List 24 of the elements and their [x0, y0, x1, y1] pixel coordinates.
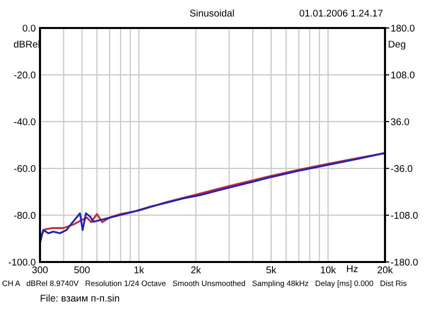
x-axis-title: Hz [347, 265, 358, 272]
chart-title: Sinusoidal [190, 9, 234, 17]
x-tick-label: 500 [74, 266, 90, 274]
y2-tick-label: -36.0 [390, 165, 412, 172]
y2-axis-title: Deg [388, 40, 406, 50]
x-tick-label: 2k [191, 266, 201, 274]
text: 01.01.2006 1.24.17 [300, 10, 383, 17]
x-tick-label: 10k [320, 266, 336, 274]
y-tick-label: -40.0 [14, 118, 36, 126]
y-tick-label: -80.0 [14, 212, 36, 219]
y-tick-label: -100.0 [8, 258, 36, 266]
y2-tick-label: 36.0 [390, 118, 410, 126]
x-tick-label: 5k [266, 266, 276, 274]
x-tick-label: 300 [32, 266, 48, 274]
y2-tick-label: 180.0 [391, 24, 415, 32]
text: File: взаим п-п.sin [40, 294, 120, 302]
y2-tick-label: -108.0 [390, 212, 418, 219]
y2-tick-label: 108.0 [391, 72, 415, 78]
y-tick-label: -20.0 [14, 72, 36, 78]
x-tick-label: 1k [134, 266, 144, 274]
y-tick-label: 0.0 [22, 24, 36, 32]
y2-tick-label: -180.0 [390, 258, 418, 266]
x-tick-label: 20k [378, 266, 393, 274]
y-tick-label: -60.0 [14, 165, 36, 172]
